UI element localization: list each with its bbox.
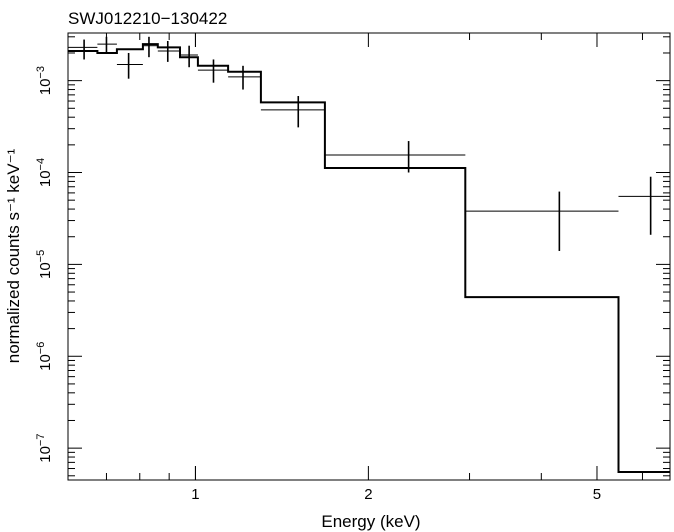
y-tick-text: 10−5 — [35, 250, 54, 279]
y-tick-base: 10 — [37, 262, 54, 279]
y-tick-text: 10−6 — [35, 342, 54, 371]
data-point — [97, 36, 117, 53]
axis-ticks: 1 2 510−710−610−510−410−3 — [35, 33, 670, 503]
y-tick-label: 10−5 — [35, 250, 54, 279]
y-tick-label: 10−7 — [35, 434, 54, 463]
x-tick-label: 1 — [191, 486, 199, 503]
y-tick-text: 10−7 — [35, 434, 54, 463]
data-point — [465, 191, 619, 251]
y-tick-exponent: −7 — [35, 434, 47, 447]
x-axis-label: Energy (keV) — [321, 512, 420, 531]
y-tick-exponent: −6 — [35, 342, 47, 355]
y-tick-label: 10−4 — [35, 158, 54, 187]
y-tick-text: 10−3 — [35, 66, 54, 95]
data-point — [260, 96, 325, 128]
data-point — [197, 59, 229, 83]
y-axis-label: normalized counts s⁻¹ keV⁻¹ — [4, 148, 23, 363]
model-step-line — [68, 43, 670, 473]
data-points — [68, 36, 670, 251]
y-tick-label: 10−6 — [35, 342, 54, 371]
data-point — [116, 52, 143, 79]
x-tick-label: 2 — [364, 486, 372, 503]
data-point — [228, 65, 261, 90]
y-tick-base: 10 — [37, 354, 54, 371]
data-point — [324, 141, 466, 173]
y-tick-exponent: −3 — [35, 66, 47, 79]
y-tick-base: 10 — [37, 446, 54, 463]
y-tick-exponent: −4 — [35, 158, 47, 171]
data-point — [180, 45, 198, 68]
plot-frame — [67, 32, 671, 481]
model-line — [68, 43, 670, 473]
data-point — [68, 39, 98, 60]
data-point — [142, 36, 158, 58]
data-point — [157, 41, 181, 62]
y-tick-exponent: −5 — [35, 250, 47, 263]
y-tick-text: 10−4 — [35, 158, 54, 187]
y-tick-base: 10 — [37, 79, 54, 96]
x-tick-label: 5 — [593, 486, 601, 503]
chart-title: SWJ012210−130422 — [68, 9, 227, 28]
y-tick-label: 10−3 — [35, 66, 54, 95]
data-point — [618, 176, 670, 235]
y-tick-base: 10 — [37, 170, 54, 187]
